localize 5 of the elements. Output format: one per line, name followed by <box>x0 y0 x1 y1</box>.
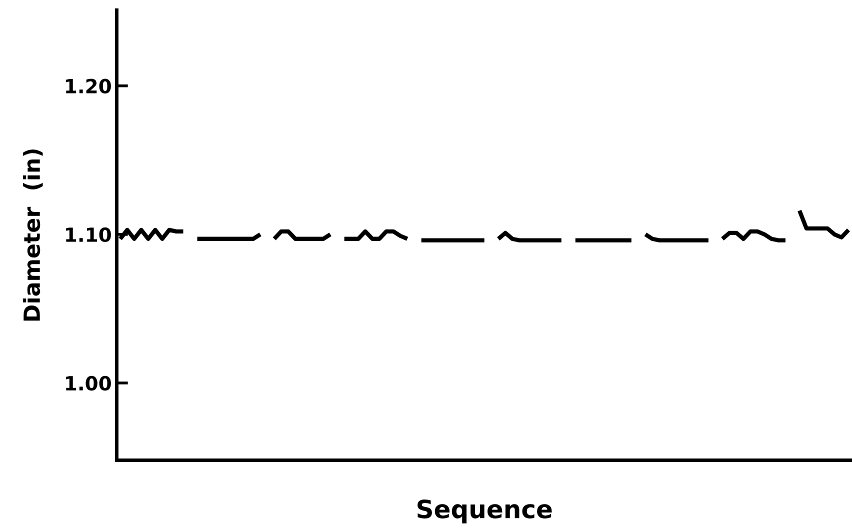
y-axis-title: Diameter (in) <box>22 149 43 321</box>
y-tick-label: 1.00 <box>66 376 111 391</box>
y-tick-label: 1.10 <box>66 227 111 242</box>
x-axis-title: Sequence <box>418 500 552 524</box>
y-tick-label: 1.20 <box>66 78 111 94</box>
